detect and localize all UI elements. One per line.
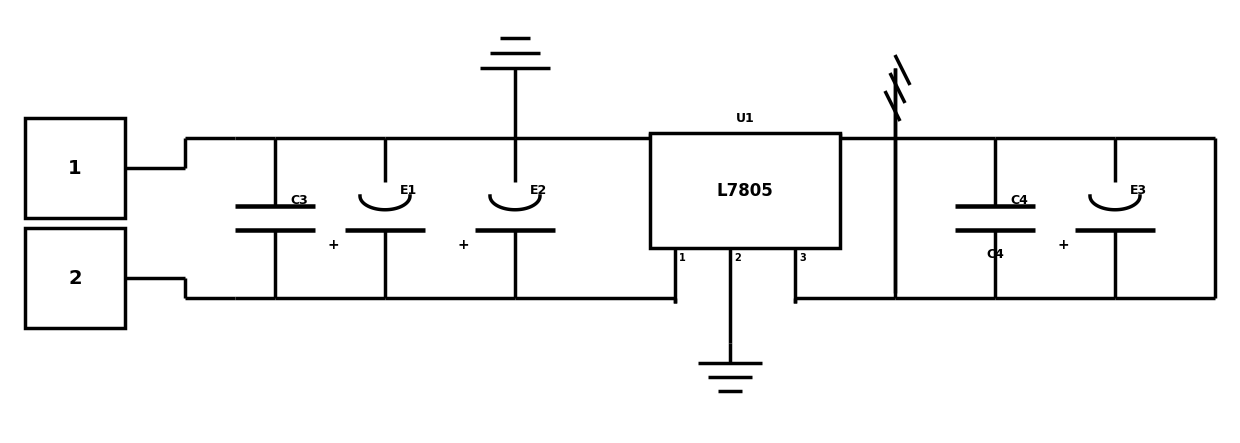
Text: +: +	[327, 238, 339, 252]
Text: 1: 1	[680, 253, 686, 263]
Text: 3: 3	[799, 253, 806, 263]
Text: C3: C3	[290, 194, 308, 207]
Text: E1: E1	[401, 184, 417, 198]
Text: 1: 1	[68, 159, 82, 178]
Text: E3: E3	[1130, 184, 1147, 198]
Text: 2: 2	[68, 268, 82, 288]
Text: 2: 2	[734, 253, 740, 263]
Text: +: +	[458, 238, 469, 252]
Text: C4: C4	[1011, 194, 1028, 207]
Bar	[650, 133, 839, 248]
Text: E2: E2	[529, 184, 547, 198]
Bar	[25, 118, 125, 218]
Text: L7805: L7805	[717, 182, 774, 199]
Text: C4: C4	[986, 248, 1004, 261]
Text: U1: U1	[735, 112, 754, 124]
Text: +: +	[1058, 238, 1069, 252]
Bar	[25, 228, 125, 328]
